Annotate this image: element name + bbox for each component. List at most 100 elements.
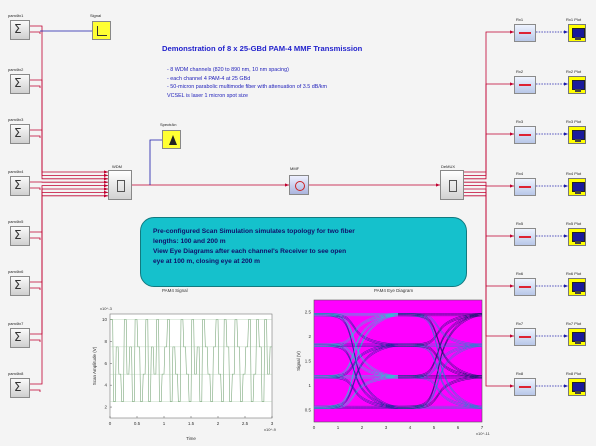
pam4-receiver-block[interactable] <box>514 24 536 42</box>
receiver-label: Rx4 <box>516 171 524 176</box>
note-line: VCSEL is laser 1 micron spot size <box>167 92 248 99</box>
eye-analyzer-label: Rx7 Plot <box>566 321 582 326</box>
rx-wire <box>464 181 514 187</box>
wire-arrow-icon <box>510 184 514 188</box>
x-tick-label: 0 <box>109 421 112 426</box>
eye-analyzer-icon[interactable] <box>568 24 586 42</box>
y-tick-label: 2.5 <box>305 310 312 315</box>
eye-analyzer-label: Rx1 Plot <box>566 17 582 22</box>
eye-trace <box>397 314 483 378</box>
y-tick-label: 2 <box>308 334 311 339</box>
x-tick-label: 3 <box>385 425 388 430</box>
x-tick-label: 4 <box>409 425 412 430</box>
eye-trace <box>313 377 399 409</box>
eye-analyzer-label: Rx8 Plot <box>566 371 582 376</box>
rx-wire <box>464 185 514 237</box>
pam4-receiver-block[interactable] <box>514 76 536 94</box>
eye-trace <box>313 315 399 409</box>
pam4-transmitter-block[interactable]: Σ <box>10 124 30 144</box>
tx-wire-stub <box>30 187 41 190</box>
pam4-receiver-block[interactable] <box>514 126 536 144</box>
wire-arrow-icon <box>104 194 108 198</box>
signal-scope-icon[interactable] <box>92 21 111 40</box>
eye-analyzer-icon[interactable] <box>568 328 586 346</box>
transmitter-glyph-icon: Σ <box>14 178 22 192</box>
eye-trace <box>397 315 483 409</box>
note-line: - 8 WDM channels (820 to 890 nm, 10 nm s… <box>167 67 289 73</box>
receiver-label: Rx8 <box>516 371 524 376</box>
eye-analyzer-icon[interactable] <box>568 126 586 144</box>
spectrum-analyzer-label: SpectrAn <box>160 122 177 127</box>
tx-wire-stub <box>30 31 41 34</box>
x-axis-label: Time <box>186 436 196 441</box>
callout-line: lengths: 100 and 200 m <box>153 238 226 245</box>
pam4-receiver-block[interactable] <box>514 228 536 246</box>
pam4-transmitter-block[interactable]: Σ <box>10 176 30 196</box>
wire-arrow-icon <box>564 82 568 86</box>
wdm-mux-block[interactable] <box>108 170 132 200</box>
wire-arrow-icon <box>564 384 568 388</box>
pam4-transmitter-block[interactable]: Σ <box>10 378 30 398</box>
x-tick-label: 1.5 <box>188 421 195 426</box>
receiver-label: Rx6 <box>516 271 524 276</box>
callout-line: eye at 100 m, closing eye at 200 m <box>153 258 261 265</box>
pam4-receiver-block[interactable] <box>514 328 536 346</box>
transmitter-glyph-icon: Σ <box>14 76 22 90</box>
transmitter-label: pam4tx6 <box>8 269 24 274</box>
eye-analyzer-icon[interactable] <box>568 378 586 396</box>
pam4-transmitter-block[interactable]: Σ <box>10 328 30 348</box>
pam4-transmitter-block[interactable]: Σ <box>10 226 30 246</box>
wdm-demux-block[interactable] <box>440 170 464 200</box>
pam4-transmitter-block[interactable]: Σ <box>10 20 30 40</box>
eye-trace <box>397 377 483 409</box>
transmitter-glyph-icon: Σ <box>14 380 22 394</box>
mmf-fiber-block[interactable] <box>289 175 309 195</box>
rx-wire <box>464 31 514 173</box>
rx-wire <box>464 195 514 387</box>
transmitter-label: pam4tx2 <box>8 67 24 72</box>
wire-arrow-icon <box>104 177 108 181</box>
wire-arrow-icon <box>564 334 568 338</box>
rx-wire <box>464 133 514 180</box>
eye-trace <box>313 313 399 376</box>
spectrum-analyzer-icon[interactable] <box>162 130 181 149</box>
description-notes: - 8 WDM channels (820 to 890 nm, 10 nm s… <box>167 66 327 100</box>
transmitter-label: pam4tx8 <box>8 371 24 376</box>
signal-series-line <box>110 319 272 402</box>
eye-analyzer-icon[interactable] <box>568 76 586 94</box>
eye-analyzer-label: Rx2 Plot <box>566 69 582 74</box>
pam4-transmitter-block[interactable]: Σ <box>10 276 30 296</box>
y-axis-label: Signal (V) <box>296 351 301 371</box>
rx-wire <box>464 83 514 176</box>
scan-simulation-callout: Pre-configured Scan Simulation simulates… <box>140 217 467 287</box>
wire-arrow-icon <box>564 284 568 288</box>
note-line: - 50-micron parabolic multimode fiber wi… <box>167 84 327 91</box>
eye-analyzer-label: Rx4 Plot <box>566 171 582 176</box>
eye-analyzer-icon[interactable] <box>568 178 586 196</box>
pam4-receiver-block[interactable] <box>514 278 536 296</box>
note-line: - each channel 4 PAM-4 at 25 GBd <box>167 75 251 82</box>
pam4-transmitter-block[interactable]: Σ <box>10 74 30 94</box>
wire-arrow-icon <box>285 183 289 187</box>
pam4-signal-plot: PAM4 Signal 2 4 6 8 10 0 0.5 1 1.5 2 2.5 3 x10^-3 x10… <box>74 286 288 444</box>
transmitter-glyph-icon: Σ <box>14 330 22 344</box>
receiver-label: Rx1 <box>516 17 524 22</box>
pam4-receiver-block[interactable] <box>514 178 536 196</box>
wire-arrow-icon <box>564 234 568 238</box>
callout-line: View Eye Diagrams after each channel's R… <box>153 248 347 255</box>
receiver-label: Rx5 <box>516 221 524 226</box>
transmitter-label: pam4tx5 <box>8 219 24 224</box>
x-tick-label: 1 <box>163 421 166 426</box>
y-multiplier: x10^-3 <box>100 306 113 311</box>
eye-analyzer-icon[interactable] <box>568 278 586 296</box>
eye-analyzer-icon[interactable] <box>568 228 586 246</box>
x-multiplier: x10^-9 <box>264 427 277 432</box>
pam4-receiver-block[interactable] <box>514 378 536 396</box>
demux-label: DeMUX <box>441 164 456 169</box>
x-tick-label: 7 <box>481 425 484 430</box>
wire-arrow-icon <box>510 384 514 388</box>
tx-wire-stub <box>30 135 41 138</box>
y-axis-label: Scan Amplitude (V) <box>92 346 97 385</box>
wire-arrow-icon <box>510 30 514 34</box>
